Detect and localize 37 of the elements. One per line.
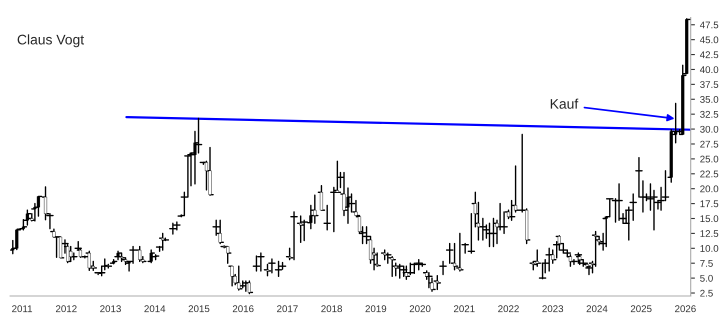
y-tick-label: 12.5: [700, 230, 718, 238]
y-tick-label: 22.5: [700, 170, 718, 178]
x-tick-label: 2021: [454, 305, 475, 312]
y-tick-label: 17.5: [700, 200, 718, 208]
y-tick-label: 45.0: [700, 36, 718, 44]
y-tick-label: 35.0: [700, 96, 718, 103]
y-tick-label: 32.5: [700, 110, 718, 118]
annotation: Kauf: [550, 98, 578, 109]
x-tick-label: 2017: [277, 305, 298, 312]
x-tick-label: 2012: [56, 305, 77, 312]
x-tick-label: 2023: [542, 305, 564, 312]
x-tick-label: 2020: [410, 305, 430, 312]
x-tick-label: 2025: [630, 305, 652, 312]
x-tick-label: 2016: [232, 305, 254, 312]
x-tick-label: 2014: [144, 305, 166, 312]
y-tick-label: 47.5: [700, 22, 718, 28]
y-tick-label: 5.0: [700, 274, 713, 282]
x-tick-label: 2024: [586, 305, 608, 312]
x-tick-label: 2026: [675, 305, 696, 312]
text: Claus Vogt: [18, 34, 84, 48]
y-tick-label: 25.0: [700, 156, 718, 163]
y-tick-label: 30.0: [700, 126, 718, 133]
y-tick-label: 20.0: [700, 185, 718, 192]
x-tick-label: 2013: [100, 305, 121, 312]
x-tick-label: 2022: [498, 305, 519, 312]
x-tick-label: 2015: [188, 305, 210, 312]
y-tick-label: 10.0: [700, 245, 718, 252]
y-tick-label: 40.0: [700, 66, 718, 74]
y-tick-label: 7.5: [700, 260, 713, 267]
y-tick-label: 2.5: [700, 290, 713, 297]
y-tick-label: 42.5: [700, 51, 718, 58]
y-tick-label: 27.5: [700, 140, 718, 148]
x-tick-label: 2019: [366, 305, 386, 312]
x-tick-label: 2018: [321, 305, 342, 312]
y-tick-label: 15.0: [700, 215, 718, 222]
x-tick-label: 2011: [12, 305, 32, 312]
y-tick-label: 37.5: [700, 81, 718, 88]
